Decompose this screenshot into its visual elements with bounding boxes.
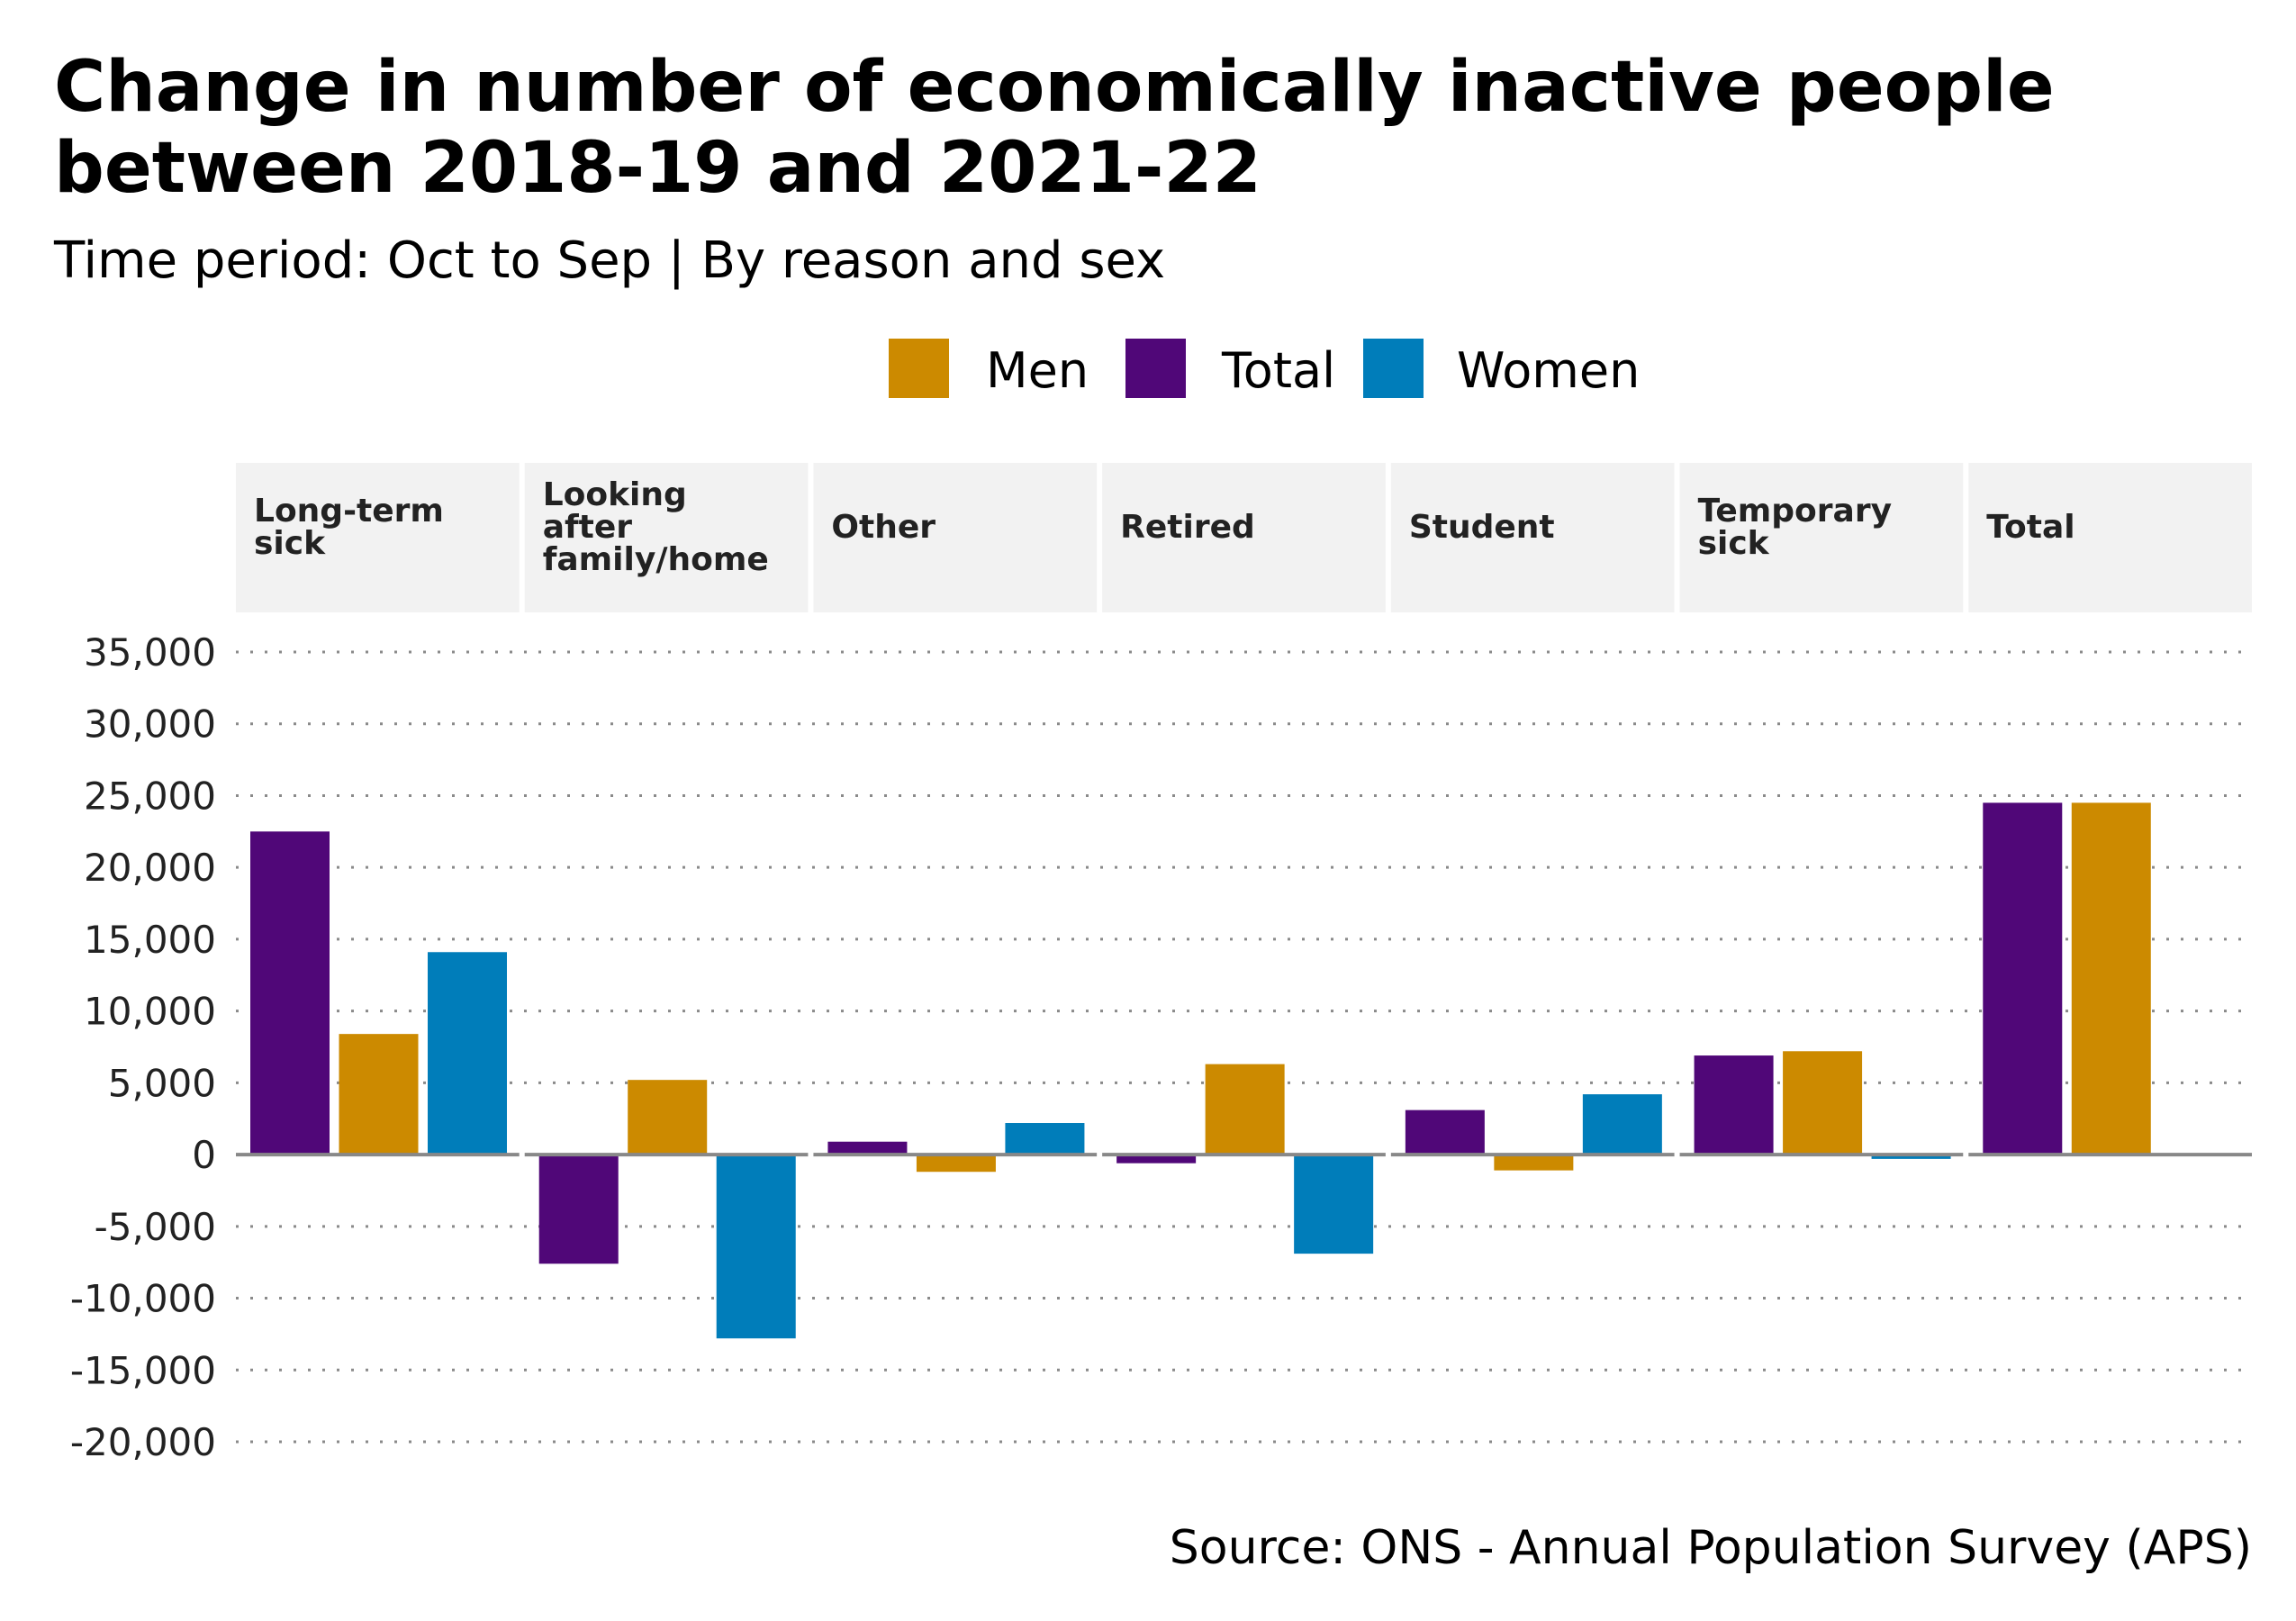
legend-swatch-women bbox=[1363, 339, 1424, 398]
facet-label: family/home bbox=[543, 541, 769, 578]
facet-label: Long-term bbox=[254, 493, 444, 530]
bar-women-3 bbox=[1294, 1155, 1374, 1254]
bar-men-3 bbox=[1205, 1064, 1285, 1155]
y-tick-label: -15,000 bbox=[70, 1348, 216, 1392]
facet-strip bbox=[236, 463, 520, 612]
bar-women-5 bbox=[1871, 1155, 1951, 1159]
facet-strip bbox=[813, 463, 1098, 612]
bar-men-2 bbox=[916, 1155, 996, 1173]
facet-strips: Long-termsickLookingafterfamily/homeOthe… bbox=[236, 463, 2252, 612]
facet-label: sick bbox=[254, 525, 326, 562]
bar-total-0 bbox=[250, 831, 330, 1155]
bar-total-6 bbox=[1983, 802, 2063, 1155]
bar-women-4 bbox=[1582, 1094, 1662, 1155]
facet-label: Student bbox=[1409, 509, 1555, 546]
facet-strip bbox=[1102, 463, 1386, 612]
bar-women-2 bbox=[1005, 1123, 1085, 1155]
facet-label: Looking bbox=[543, 476, 687, 513]
y-tick-label: 20,000 bbox=[84, 846, 216, 890]
facet-label: Total bbox=[1986, 509, 2075, 546]
bar-total-3 bbox=[1116, 1155, 1197, 1164]
y-tick-label: 10,000 bbox=[84, 990, 216, 1034]
bars bbox=[250, 802, 2240, 1339]
legend-label-total: Total bbox=[1221, 342, 1335, 399]
legend-label-women: Women bbox=[1457, 342, 1640, 399]
bar-total-5 bbox=[1694, 1055, 1774, 1155]
y-tick-label: -20,000 bbox=[70, 1420, 216, 1464]
chart-subtitle: Time period: Oct to Sep | By reason and … bbox=[53, 231, 1165, 290]
bar-men-4 bbox=[1494, 1155, 1574, 1171]
facet-label: sick bbox=[1698, 525, 1770, 562]
bar-women-1 bbox=[716, 1155, 796, 1339]
facet-strip bbox=[1968, 463, 2252, 612]
y-tick-label: -10,000 bbox=[70, 1277, 216, 1321]
y-tick-label: 25,000 bbox=[84, 774, 216, 818]
y-tick-label: 35,000 bbox=[84, 630, 216, 675]
facet-label: Retired bbox=[1120, 509, 1255, 546]
facet-strip bbox=[1679, 463, 1964, 612]
y-tick-label: 0 bbox=[192, 1133, 216, 1177]
bar-total-2 bbox=[827, 1141, 908, 1155]
bar-men-5 bbox=[1783, 1051, 1863, 1155]
bar-total-1 bbox=[538, 1155, 619, 1264]
bar-women-0 bbox=[428, 952, 507, 1155]
legend-swatch-total bbox=[1125, 339, 1186, 398]
facet-strip bbox=[1390, 463, 1675, 612]
legend: Men Total Women bbox=[889, 339, 1640, 399]
bar-men-6 bbox=[2071, 802, 2151, 1155]
facet-label: Other bbox=[831, 509, 936, 546]
chart-title-line-1: Change in number of economically inactiv… bbox=[54, 47, 2055, 128]
facet-label: Temporary bbox=[1698, 493, 1892, 530]
gridlines: 35,000 30,000 25,000 20,000 15,000 10,000 5,00… bbox=[70, 630, 2252, 1464]
y-tick-label: 30,000 bbox=[84, 702, 216, 747]
facet-label: after bbox=[543, 509, 633, 546]
facet-strip bbox=[524, 463, 809, 612]
legend-swatch-men bbox=[889, 339, 949, 398]
y-tick-label: 5,000 bbox=[108, 1061, 216, 1105]
bar-men-1 bbox=[628, 1080, 708, 1155]
y-tick-label: 15,000 bbox=[84, 918, 216, 962]
source-note: Source: ONS - Annual Population Survey (… bbox=[1170, 1521, 2252, 1575]
chart-title-line-2: between 2018-19 and 2021-22 bbox=[54, 128, 1261, 209]
y-tick-label: -5,000 bbox=[95, 1205, 216, 1249]
legend-label-men: Men bbox=[986, 342, 1089, 399]
bar-men-0 bbox=[339, 1034, 419, 1155]
bar-total-4 bbox=[1405, 1109, 1485, 1155]
